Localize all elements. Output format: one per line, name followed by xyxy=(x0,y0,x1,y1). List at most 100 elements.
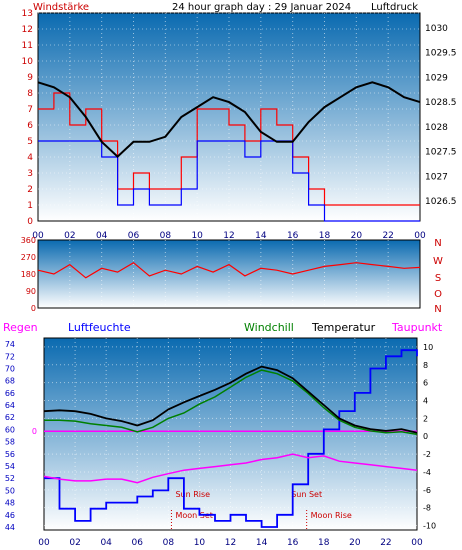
temperature-tick-label: -4 xyxy=(423,468,431,477)
sunrise-label: Sun Rise xyxy=(175,490,210,499)
humidity-tick-label: 48 xyxy=(5,499,15,508)
compass-label: W xyxy=(433,256,443,267)
compass-label: N xyxy=(434,238,441,249)
temperature-tick-label: -2 xyxy=(423,450,431,459)
time-tick-label: 10 xyxy=(194,538,206,548)
wind-tick-label: 6 xyxy=(27,121,33,131)
temperature-tick-label: -6 xyxy=(423,486,431,495)
wind-tick-label: 1 xyxy=(27,201,33,211)
humidity-tick-label: 56 xyxy=(5,450,15,459)
wind-tick-label: 12 xyxy=(22,25,33,35)
pressure-axis-title: Luftdruck xyxy=(371,2,418,13)
humidity-tick-label: 58 xyxy=(5,438,15,447)
legend-windchill: Windchill xyxy=(244,321,294,334)
time-tick-label: 00 xyxy=(38,538,50,548)
direction-panel xyxy=(37,239,421,309)
compass-label: S xyxy=(435,273,441,284)
wind-tick-label: 3 xyxy=(27,169,33,179)
wind-axis-title: Windstärke xyxy=(33,2,89,13)
wind-tick-label: 0 xyxy=(27,217,33,227)
pressure-tick-label: 1027 xyxy=(425,172,448,182)
time-tick-label: 06 xyxy=(132,538,144,548)
pressure-tick-label: 1027.5 xyxy=(425,148,457,158)
wind-tick-label: 10 xyxy=(22,57,34,67)
time-tick-label: 08 xyxy=(160,231,172,241)
legend-temperature: Temperatur xyxy=(311,321,376,334)
time-tick-label: 02 xyxy=(69,538,80,548)
direction-tick-label: 270 xyxy=(21,253,36,262)
direction-tick-label: 360 xyxy=(21,236,36,245)
time-tick-label: 02 xyxy=(64,231,75,241)
pressure-tick-label: 1028 xyxy=(425,123,448,133)
humidity-tick-label: 64 xyxy=(5,401,15,410)
moonrise-label: Moon Rise xyxy=(311,511,352,520)
humidity-line xyxy=(44,349,418,528)
compass-label: N xyxy=(434,304,441,315)
humidity-tick-label: 66 xyxy=(5,389,15,398)
temperature-tick-label: 2 xyxy=(423,414,428,423)
legend-humidity: Luftfeuchte xyxy=(68,321,131,334)
pressure-tick-label: 1030 xyxy=(425,24,448,34)
time-tick-label: 14 xyxy=(255,231,267,241)
direction-tick-label: 180 xyxy=(21,270,36,279)
wind-tick-label: 9 xyxy=(27,73,33,83)
rain-zero-label: 0 xyxy=(32,427,37,436)
time-tick-label: 00 xyxy=(32,231,44,241)
temperature-tick-label: -8 xyxy=(423,504,431,513)
wind-tick-label: 4 xyxy=(27,153,33,163)
pressure-line xyxy=(37,81,421,158)
direction-line xyxy=(37,261,421,279)
time-tick-label: 20 xyxy=(349,538,361,548)
time-tick-label: 04 xyxy=(100,538,112,548)
time-tick-label: 00 xyxy=(411,538,423,548)
time-tick-label: 10 xyxy=(191,231,203,241)
temperature-tick-label: -10 xyxy=(423,522,436,531)
humidity-tick-label: 44 xyxy=(5,523,15,532)
time-tick-label: 18 xyxy=(318,538,330,548)
humidity-tick-label: 50 xyxy=(5,486,15,495)
time-tick-label: 18 xyxy=(319,231,331,241)
temperature-tick-label: 10 xyxy=(423,343,433,352)
time-tick-label: 12 xyxy=(225,538,236,548)
humidity-tick-label: 70 xyxy=(5,364,15,373)
time-tick-label: 12 xyxy=(223,231,234,241)
direction-tick-label: 90 xyxy=(26,287,36,296)
wind-speed-line xyxy=(38,92,420,206)
time-tick-label: 16 xyxy=(287,538,299,548)
time-tick-label: 04 xyxy=(96,231,108,241)
temperature-tick-label: 6 xyxy=(423,379,428,388)
direction-tick-label: 0 xyxy=(31,304,36,313)
wind-tick-label: 13 xyxy=(22,9,33,19)
pressure-tick-label: 1029 xyxy=(425,73,448,83)
humidity-tick-label: 68 xyxy=(5,377,15,386)
temperature-tick-label: 8 xyxy=(423,361,428,370)
wind-tick-label: 5 xyxy=(27,137,33,147)
humidity-tick-label: 52 xyxy=(5,474,15,483)
time-tick-label: 22 xyxy=(380,538,391,548)
pressure-tick-label: 1026.5 xyxy=(425,197,457,207)
humidity-tick-label: 74 xyxy=(5,340,15,349)
temperature-tick-label: 0 xyxy=(423,432,428,441)
temperature-tick-label: 4 xyxy=(423,397,428,406)
windchill-line xyxy=(44,369,418,436)
time-tick-label: 00 xyxy=(414,231,426,241)
time-tick-label: 06 xyxy=(128,231,140,241)
legend-rain: Regen xyxy=(3,321,38,334)
legend-dewpoint: Taupunkt xyxy=(391,321,443,334)
wind-tick-label: 7 xyxy=(27,105,33,115)
time-tick-label: 16 xyxy=(287,231,299,241)
compass-label: O xyxy=(434,289,442,300)
chart-title: 24 hour graph day : 29 Januar 2024 xyxy=(172,2,351,13)
temperature-line xyxy=(43,365,418,434)
dewpoint-line xyxy=(43,453,418,484)
wind-tick-label: 11 xyxy=(22,41,33,51)
humidity-tick-label: 60 xyxy=(5,425,15,434)
time-tick-label: 08 xyxy=(163,538,175,548)
humidity-tick-label: 62 xyxy=(5,413,15,422)
pressure-tick-label: 1029.5 xyxy=(425,49,457,59)
humidity-tick-label: 72 xyxy=(5,352,15,361)
sunset-label: Sun Set xyxy=(291,490,322,499)
humidity-tick-label: 54 xyxy=(5,462,15,471)
wind-tick-label: 2 xyxy=(27,185,33,195)
